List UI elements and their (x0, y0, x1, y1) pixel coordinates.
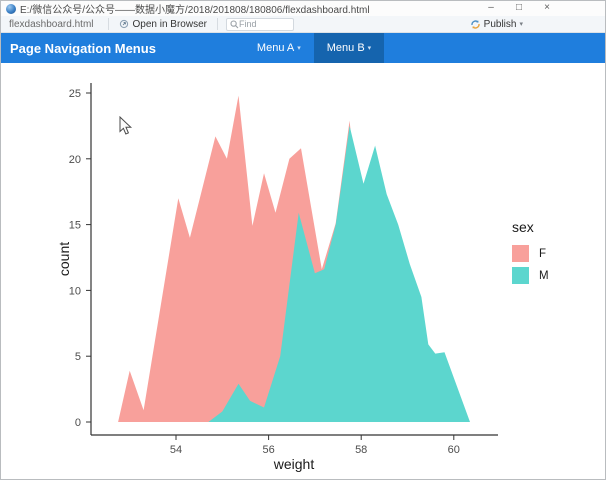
app-icon (6, 3, 16, 14)
viewer-toolbar: flexdashboard.html Open in Browser (1, 16, 605, 33)
maximize-button[interactable]: □ (515, 2, 523, 13)
y-tick-label: 5 (75, 351, 81, 363)
y-tick-label: 20 (69, 154, 81, 166)
menu-b-dropdown[interactable]: Menu B ▾ (313, 33, 385, 63)
minimize-button[interactable]: – (488, 2, 494, 13)
menu-b-label: Menu B (326, 42, 365, 54)
open-in-browser-label: Open in Browser (132, 18, 207, 30)
menu-a-dropdown[interactable]: Menu A ▾ (244, 33, 314, 63)
search-icon (230, 19, 239, 28)
legend-entry-m: M (512, 267, 549, 284)
chart-legend: sex F M (512, 219, 549, 289)
find-box[interactable] (225, 17, 294, 31)
publish-button[interactable]: Publish ▾ (470, 19, 527, 30)
find-input[interactable] (238, 19, 289, 29)
toolbar-separator (107, 18, 109, 30)
publish-icon (470, 19, 480, 29)
dashboard-navbar: Page Navigation Menus Menu A ▾ Menu B ▾ (1, 33, 605, 63)
area-chart: 0 5 10 15 20 25 54 56 58 60 weight count (56, 83, 498, 472)
open-in-browser-button[interactable]: Open in Browser (113, 19, 213, 30)
window-controls: – □ × (477, 1, 561, 16)
x-tick-label: 56 (262, 444, 274, 456)
y-axis-title: count (56, 242, 72, 276)
legend-title: sex (512, 219, 534, 235)
dashboard-content: 0 5 10 15 20 25 54 56 58 60 weight count sex F M (1, 63, 605, 479)
caret-down-icon: ▾ (367, 45, 372, 52)
legend-swatch-f (512, 245, 529, 262)
navbar-title[interactable]: Page Navigation Menus (10, 40, 156, 56)
file-tab[interactable]: flexdashboard.html (9, 18, 94, 30)
y-tick-label: 15 (69, 220, 81, 232)
x-axis-title: weight (273, 456, 315, 472)
toolbar-separator (216, 18, 218, 30)
caret-down-icon: ▾ (519, 21, 523, 28)
legend-label-m: M (539, 269, 549, 282)
legend-swatch-m (512, 267, 529, 284)
publish-label: Publish (483, 18, 517, 30)
title-bar: E:/微信公众号/公众号——数据小魔方/2018/201808/180806/f… (1, 1, 605, 16)
area-series-M (208, 125, 470, 423)
y-tick-label: 25 (69, 88, 81, 100)
legend-label-f: F (539, 247, 547, 260)
open-in-browser-icon (119, 19, 128, 29)
menu-a-label: Menu A (256, 42, 295, 54)
caret-down-icon: ▾ (297, 45, 301, 52)
y-tick-label: 10 (69, 285, 81, 297)
x-tick-label: 54 (170, 444, 182, 456)
x-tick-label: 58 (355, 444, 367, 456)
x-tick-label: 60 (448, 444, 460, 456)
y-tick-label: 0 (75, 417, 81, 429)
close-button[interactable]: × (544, 2, 550, 13)
legend-entry-f: F (512, 245, 549, 262)
window-title: E:/微信公众号/公众号——数据小魔方/2018/201808/180806/f… (20, 5, 370, 16)
